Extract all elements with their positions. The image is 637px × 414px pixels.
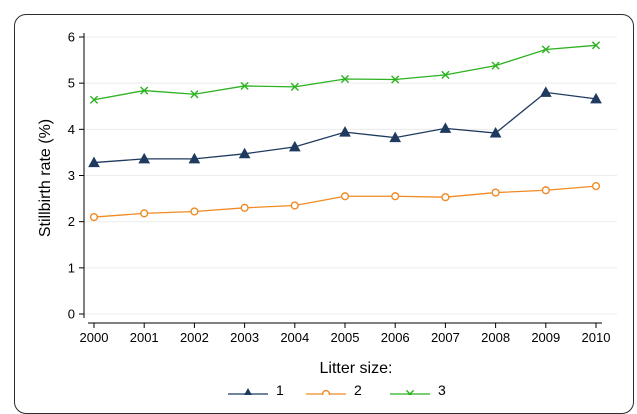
series-2 (89, 182, 601, 222)
y-tick-label: 5 (68, 76, 75, 91)
data-point (288, 140, 301, 152)
data-point (290, 82, 299, 91)
data-point (541, 186, 550, 195)
y-tick-label: 6 (68, 30, 75, 45)
x-tick-label: 2006 (381, 330, 410, 345)
y-tick-label: 0 (68, 307, 75, 322)
y-tick-label: 2 (68, 214, 75, 229)
data-point (140, 209, 149, 218)
data-point (339, 126, 351, 137)
legend-marker (321, 389, 331, 395)
x-tick-label: 2002 (180, 330, 209, 345)
gridlines (85, 36, 617, 315)
data-point (541, 45, 550, 54)
x-tick-label: 2010 (582, 330, 611, 345)
legend-label: 3 (438, 382, 446, 395)
y-tick-label: 3 (68, 168, 75, 183)
legend-marker (244, 387, 252, 395)
x-tick-label: 2001 (130, 330, 159, 345)
data-point (240, 81, 249, 91)
x-tick-label: 2009 (531, 330, 560, 345)
data-point (491, 188, 500, 197)
y-tick-label: 1 (68, 260, 75, 275)
x-tick-label: 2003 (230, 330, 259, 345)
series-group (88, 41, 602, 222)
legend-title: Litter size: (320, 360, 393, 377)
data-point (89, 95, 99, 104)
data-point (441, 70, 450, 79)
data-point (89, 212, 99, 222)
series-line (93, 185, 597, 218)
series-3 (89, 41, 601, 104)
data-point (340, 192, 350, 201)
legend: 1 2 3 (228, 382, 446, 395)
x-axis: 2000 2001 2002 2003 2004 2005 2006 2007 2008 2009… (80, 322, 611, 345)
data-point (140, 86, 149, 95)
y-tick-label: 4 (68, 122, 75, 137)
x-tick-label: 2004 (280, 330, 309, 345)
data-point (190, 207, 199, 216)
data-point (590, 92, 602, 104)
data-point (238, 147, 251, 159)
data-point (389, 131, 402, 143)
data-point (391, 192, 400, 201)
y-axis-label: Stillbirth rate (%) (37, 119, 54, 237)
data-point (290, 201, 299, 210)
chart-frame (14, 14, 634, 414)
line-chart: 0 1 2 3 4 5 6 2000 2001 2002 2003 2004 2005 2006 2007… (37, 30, 617, 395)
data-point (489, 126, 502, 138)
data-point (491, 61, 500, 70)
data-point (88, 156, 100, 168)
data-point (591, 41, 601, 50)
data-point (539, 86, 552, 97)
x-tick-label: 2008 (481, 330, 510, 345)
data-point (340, 74, 350, 84)
data-point (391, 75, 400, 84)
legend-label: 1 (276, 382, 284, 395)
x-tick-label: 2005 (331, 330, 360, 345)
legend-item-3: 3 (390, 382, 446, 395)
data-point (439, 122, 452, 133)
data-point (190, 90, 199, 99)
data-point (138, 152, 151, 164)
data-point (240, 203, 249, 212)
legend-label: 2 (354, 382, 362, 395)
y-axis: 0 1 2 3 4 5 6 (68, 30, 85, 322)
legend-item-2: 2 (306, 382, 362, 395)
data-point (591, 182, 601, 191)
series-line (93, 44, 597, 101)
data-point (188, 152, 201, 164)
data-point (441, 193, 450, 202)
legend-item-1: 1 (228, 382, 284, 395)
legend-marker (405, 389, 415, 395)
x-tick-label: 2007 (431, 330, 460, 345)
x-tick-label: 2000 (80, 330, 109, 345)
series-1 (88, 86, 602, 168)
